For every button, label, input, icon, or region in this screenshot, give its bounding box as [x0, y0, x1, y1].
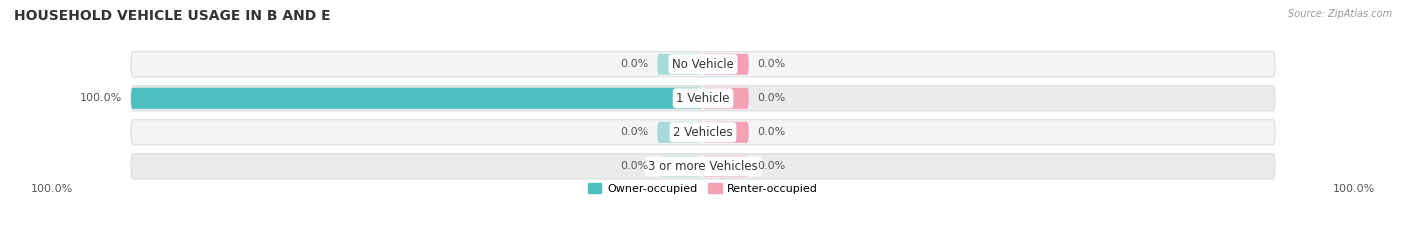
Text: Source: ZipAtlas.com: Source: ZipAtlas.com	[1288, 9, 1392, 19]
Text: 0.0%: 0.0%	[758, 59, 786, 69]
Text: 100.0%: 100.0%	[80, 93, 122, 103]
FancyBboxPatch shape	[657, 122, 703, 143]
FancyBboxPatch shape	[657, 156, 703, 177]
FancyBboxPatch shape	[703, 122, 749, 143]
Text: HOUSEHOLD VEHICLE USAGE IN B AND E: HOUSEHOLD VEHICLE USAGE IN B AND E	[14, 9, 330, 23]
FancyBboxPatch shape	[703, 54, 749, 75]
Text: 0.0%: 0.0%	[758, 161, 786, 171]
Text: 100.0%: 100.0%	[1333, 184, 1375, 194]
Text: 2 Vehicles: 2 Vehicles	[673, 126, 733, 139]
Text: 3 or more Vehicles: 3 or more Vehicles	[648, 160, 758, 173]
Text: 0.0%: 0.0%	[620, 59, 648, 69]
FancyBboxPatch shape	[131, 154, 1275, 179]
FancyBboxPatch shape	[131, 86, 1275, 111]
FancyBboxPatch shape	[703, 88, 749, 109]
Legend: Owner-occupied, Renter-occupied: Owner-occupied, Renter-occupied	[583, 179, 823, 198]
Text: 100.0%: 100.0%	[31, 184, 73, 194]
FancyBboxPatch shape	[131, 88, 703, 109]
FancyBboxPatch shape	[703, 156, 749, 177]
Text: 1 Vehicle: 1 Vehicle	[676, 92, 730, 105]
FancyBboxPatch shape	[131, 120, 1275, 145]
Text: 0.0%: 0.0%	[758, 93, 786, 103]
Text: No Vehicle: No Vehicle	[672, 58, 734, 71]
FancyBboxPatch shape	[131, 52, 1275, 77]
Text: 0.0%: 0.0%	[620, 161, 648, 171]
Text: 0.0%: 0.0%	[758, 127, 786, 137]
Text: 0.0%: 0.0%	[620, 127, 648, 137]
FancyBboxPatch shape	[657, 54, 703, 75]
